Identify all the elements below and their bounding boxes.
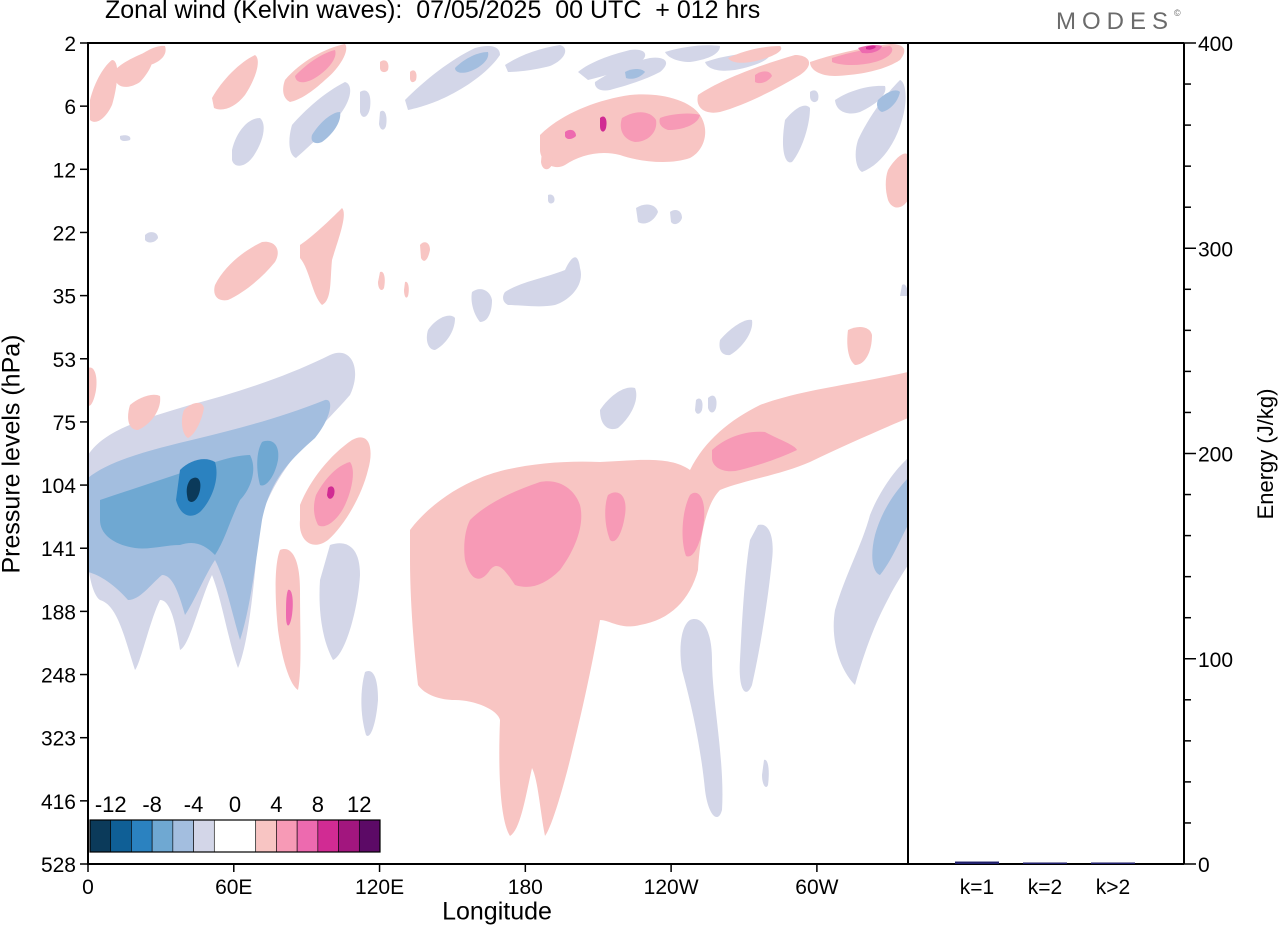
energy-tick-label: 300 [1198,238,1233,261]
energy-axis-label: Energy (J/kg) [1253,388,1278,520]
positive-anomaly-west-pair [88,367,371,690]
energy-axis-ticks: 0 100 200 300 400 [1184,33,1233,877]
colorbar-swatch [317,819,339,853]
energy-bar [1023,862,1067,864]
colorbar-frame [89,819,381,853]
colorbar-swatch [276,819,298,853]
colorbar-legend: -12 -8 -4 0 4 8 12 [89,792,381,853]
y-tick-label: 323 [41,728,76,751]
x-tick-label: 120W [644,876,699,899]
energy-bar [1091,862,1135,864]
x-axis-ticks: 0 60E 120E 180 120W 60W [82,864,839,899]
x-tick-label: 120E [355,876,404,899]
colorbar-swatch [193,819,215,853]
x-axis-label: Longitude [442,897,552,926]
y-axis-label: Pressure levels (hPa) [0,334,26,574]
negative-anomaly-west-core [176,459,217,516]
colorbar-label: 12 [347,792,371,817]
colorbar-swatch [255,819,277,853]
colorbar-label: 0 [229,792,241,817]
colorbar-swatch [110,819,132,853]
colorbar-label: -8 [142,792,162,817]
colorbar-label: -12 [95,792,127,817]
x-tick-label: 0 [82,876,94,899]
colorbar-swatch [338,819,360,853]
energy-tick-label: 100 [1198,649,1233,672]
y-tick-label: 6 [64,96,76,119]
x-tick-label: 60E [215,876,252,899]
energy-bar [955,861,999,864]
energy-category-label: k>2 [1096,876,1130,899]
negative-anomaly-region-east [680,458,908,818]
y-tick-label: 75 [53,412,76,435]
colorbar-swatch [89,819,112,853]
heatmap-field [88,43,908,864]
energy-tick-label: 400 [1198,33,1233,56]
upper-level-patches [90,44,908,208]
energy-tick-label: 0 [1198,854,1210,877]
x-tick-label: 180 [508,876,543,899]
colorbar-swatch [296,819,319,853]
y-tick-label: 104 [41,475,76,498]
colorbar-label: 8 [312,792,324,817]
colorbar-label: 4 [270,792,282,817]
colorbar-label: -4 [184,792,204,817]
colorbar-swatch [172,819,194,853]
y-tick-label: 35 [53,286,76,309]
y-tick-label: 12 [53,159,76,182]
colorbar-swatch [358,819,381,853]
colorbar-swatch [151,819,174,853]
x-tick-label: 60W [795,876,838,899]
energy-category-label: k=2 [1028,876,1062,899]
positive-anomaly-central-strong [464,431,797,587]
chart-title: Zonal wind (Kelvin waves): 07/05/2025 00… [105,0,761,24]
y-tick-label: 248 [41,665,76,688]
energy-bars: k=1 k=2 k>2 [955,861,1135,899]
y-tick-label: 141 [41,538,76,561]
y-tick-label: 416 [41,791,76,814]
brand-text: MODES [1056,8,1175,35]
y-tick-label: 53 [53,349,76,372]
energy-tick-label: 200 [1198,444,1233,467]
energy-category-label: k=1 [960,876,994,899]
y-tick-label: 188 [41,601,76,624]
y-tick-label: 528 [41,854,76,877]
brand-copyright-mark: © [1174,8,1181,18]
y-axis-ticks: 2 6 12 22 35 53 75 104 141 188 248 323 416 528 [41,33,88,877]
mid-level-patches [145,194,908,430]
modes-logo: MODES© [1056,8,1181,36]
y-tick-label: 2 [64,33,76,56]
y-tick-label: 22 [53,222,76,245]
colorbar-swatch [213,819,257,853]
colorbar-swatch [131,819,153,853]
main-plot-frame [87,42,909,865]
